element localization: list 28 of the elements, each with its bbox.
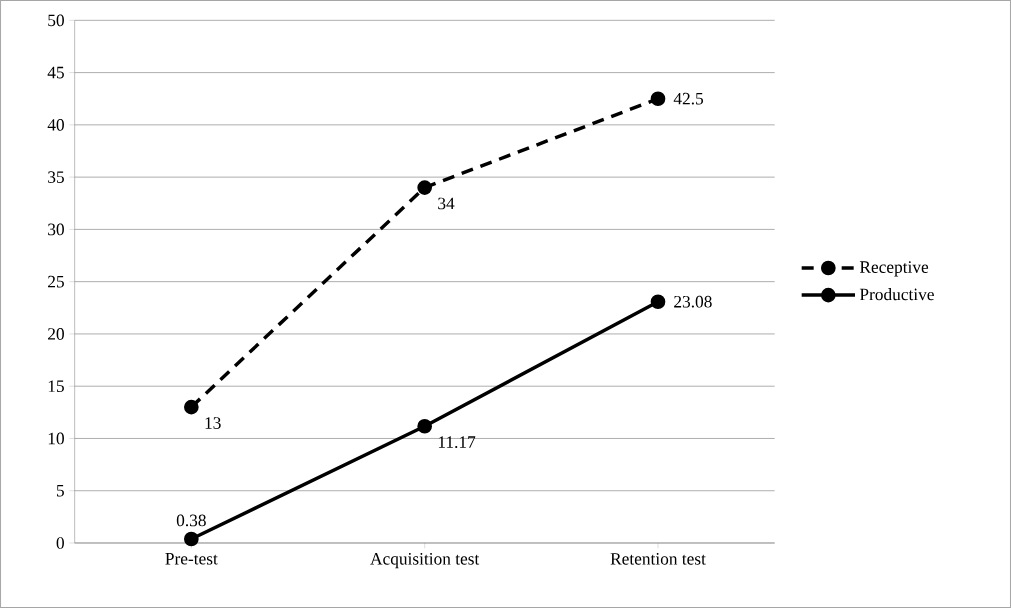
y-tick-label: 10 xyxy=(48,432,64,445)
legend-label: Productive xyxy=(859,288,934,301)
legend-label: Receptive xyxy=(859,261,929,277)
x-tick-label: Acquisition test xyxy=(370,553,480,569)
y-tick-label: 0 xyxy=(56,537,64,549)
x-tick-label: Retention test xyxy=(610,553,706,565)
y-tick-label: 5 xyxy=(56,484,64,497)
point xyxy=(184,399,199,415)
data-label: 11.17 xyxy=(438,436,476,448)
y-tick-label: 15 xyxy=(48,380,64,392)
y-tick-label: 30 xyxy=(48,223,64,236)
y-tick-label: 25 xyxy=(48,275,64,288)
data-label: 13 xyxy=(205,417,221,429)
point xyxy=(184,531,199,547)
data-label: 0.38 xyxy=(176,514,206,527)
point xyxy=(417,180,433,195)
y-tick-label: 50 xyxy=(48,14,64,27)
point xyxy=(650,91,666,107)
data-label: 34 xyxy=(438,197,455,210)
y-tick-label: 40 xyxy=(47,119,64,131)
data-label: 42.5 xyxy=(673,92,704,105)
point xyxy=(417,418,433,434)
x-tick-label: Pre-test xyxy=(165,553,218,565)
y-tick-label: 35 xyxy=(48,171,64,183)
y-tick-label: 20 xyxy=(48,328,64,340)
data-label: 23.08 xyxy=(674,295,712,308)
point xyxy=(650,294,666,310)
y-tick-label: 45 xyxy=(47,66,64,79)
